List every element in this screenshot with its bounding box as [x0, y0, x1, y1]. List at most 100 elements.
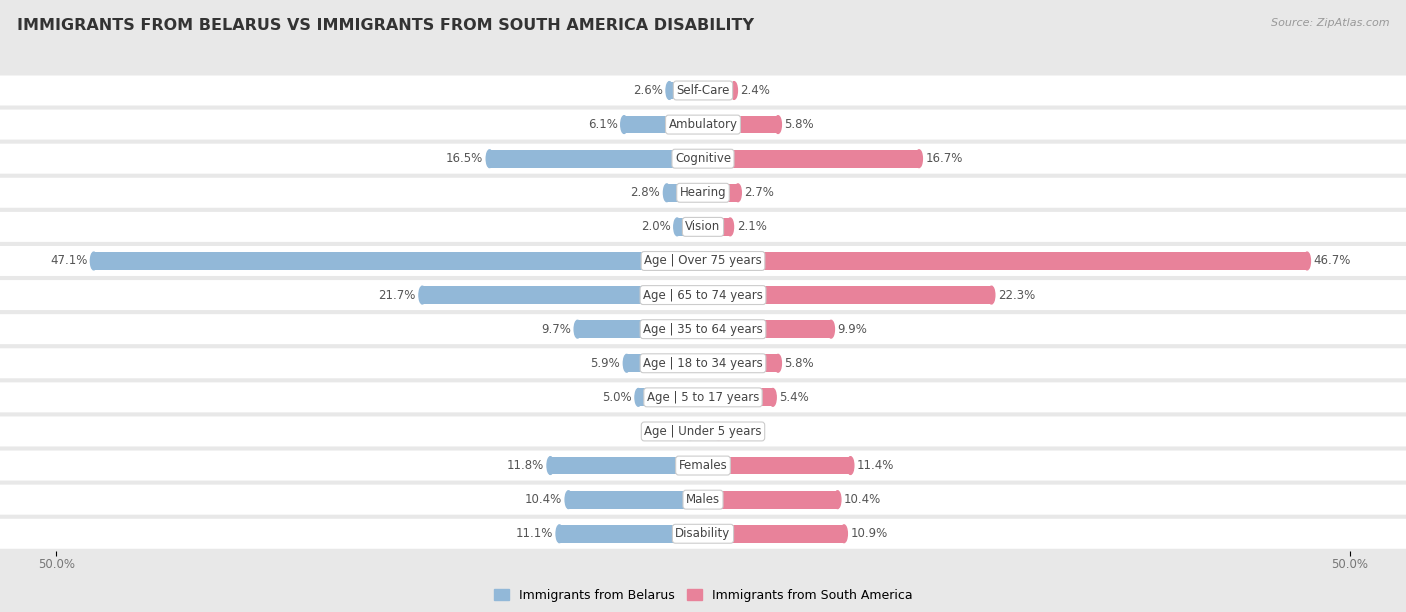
FancyBboxPatch shape: [0, 348, 1406, 378]
FancyBboxPatch shape: [0, 246, 1406, 276]
Text: 11.8%: 11.8%: [506, 459, 544, 472]
Circle shape: [731, 81, 737, 99]
Text: 5.4%: 5.4%: [779, 391, 808, 404]
Circle shape: [623, 354, 630, 372]
Circle shape: [834, 491, 841, 509]
Bar: [94, 252, 703, 270]
Text: Age | 18 to 34 years: Age | 18 to 34 years: [643, 357, 763, 370]
Circle shape: [846, 457, 853, 474]
Text: 16.5%: 16.5%: [446, 152, 484, 165]
Text: 47.1%: 47.1%: [49, 255, 87, 267]
Bar: [703, 218, 730, 236]
Bar: [638, 389, 703, 406]
Circle shape: [673, 218, 681, 236]
Text: Males: Males: [686, 493, 720, 506]
Circle shape: [547, 457, 554, 474]
Bar: [422, 286, 703, 304]
Text: Age | 35 to 64 years: Age | 35 to 64 years: [643, 323, 763, 335]
Text: 2.4%: 2.4%: [741, 84, 770, 97]
Circle shape: [828, 320, 834, 338]
FancyBboxPatch shape: [0, 144, 1406, 174]
Bar: [624, 116, 703, 133]
Circle shape: [565, 491, 572, 509]
FancyBboxPatch shape: [0, 314, 1406, 344]
Bar: [703, 354, 778, 372]
Bar: [678, 218, 703, 236]
Text: 21.7%: 21.7%: [378, 289, 416, 302]
Text: 11.1%: 11.1%: [516, 528, 553, 540]
Circle shape: [636, 389, 641, 406]
Text: 5.8%: 5.8%: [785, 357, 814, 370]
Text: 2.1%: 2.1%: [737, 220, 766, 233]
Text: Hearing: Hearing: [679, 186, 727, 200]
Bar: [627, 354, 703, 372]
FancyBboxPatch shape: [0, 485, 1406, 515]
Text: Age | 5 to 17 years: Age | 5 to 17 years: [647, 391, 759, 404]
Text: Source: ZipAtlas.com: Source: ZipAtlas.com: [1271, 18, 1389, 28]
Bar: [690, 423, 703, 440]
Circle shape: [419, 286, 426, 304]
Bar: [703, 320, 831, 338]
Text: Age | Over 75 years: Age | Over 75 years: [644, 255, 762, 267]
Text: 9.7%: 9.7%: [541, 323, 571, 335]
Bar: [703, 184, 738, 201]
Circle shape: [769, 389, 776, 406]
Bar: [703, 116, 778, 133]
Circle shape: [666, 81, 672, 99]
Text: 10.4%: 10.4%: [524, 493, 562, 506]
Bar: [703, 81, 734, 99]
Text: 10.4%: 10.4%: [844, 493, 882, 506]
Bar: [703, 286, 991, 304]
Text: 46.7%: 46.7%: [1313, 255, 1351, 267]
FancyBboxPatch shape: [0, 212, 1406, 242]
Circle shape: [664, 184, 671, 201]
Circle shape: [620, 116, 627, 133]
Text: 22.3%: 22.3%: [998, 289, 1035, 302]
Text: 10.9%: 10.9%: [851, 528, 887, 540]
Bar: [568, 491, 703, 509]
Text: Age | 65 to 74 years: Age | 65 to 74 years: [643, 289, 763, 302]
Bar: [666, 184, 703, 201]
Circle shape: [686, 423, 693, 440]
Circle shape: [574, 320, 581, 338]
FancyBboxPatch shape: [0, 110, 1406, 140]
Circle shape: [486, 150, 494, 168]
Circle shape: [90, 252, 97, 270]
FancyBboxPatch shape: [0, 177, 1406, 208]
Circle shape: [988, 286, 995, 304]
Bar: [703, 150, 920, 168]
Text: 2.0%: 2.0%: [641, 220, 671, 233]
Text: 5.9%: 5.9%: [591, 357, 620, 370]
Text: 6.1%: 6.1%: [588, 118, 617, 131]
Text: 2.8%: 2.8%: [630, 186, 661, 200]
Circle shape: [716, 423, 721, 440]
Text: 5.0%: 5.0%: [602, 391, 631, 404]
Text: IMMIGRANTS FROM BELARUS VS IMMIGRANTS FROM SOUTH AMERICA DISABILITY: IMMIGRANTS FROM BELARUS VS IMMIGRANTS FR…: [17, 18, 754, 34]
Circle shape: [841, 525, 848, 543]
Circle shape: [775, 354, 782, 372]
Circle shape: [555, 525, 562, 543]
Bar: [703, 389, 773, 406]
Text: 2.7%: 2.7%: [744, 186, 775, 200]
Text: Females: Females: [679, 459, 727, 472]
FancyBboxPatch shape: [0, 280, 1406, 310]
Bar: [578, 320, 703, 338]
Bar: [703, 491, 838, 509]
Text: Cognitive: Cognitive: [675, 152, 731, 165]
Bar: [703, 525, 844, 543]
Circle shape: [915, 150, 922, 168]
FancyBboxPatch shape: [0, 75, 1406, 105]
Bar: [489, 150, 703, 168]
Bar: [703, 252, 1308, 270]
Legend: Immigrants from Belarus, Immigrants from South America: Immigrants from Belarus, Immigrants from…: [488, 584, 918, 606]
FancyBboxPatch shape: [0, 382, 1406, 412]
Bar: [669, 81, 703, 99]
Text: 1.0%: 1.0%: [654, 425, 683, 438]
Text: 16.7%: 16.7%: [925, 152, 963, 165]
Text: Age | Under 5 years: Age | Under 5 years: [644, 425, 762, 438]
Circle shape: [1303, 252, 1310, 270]
Text: Ambulatory: Ambulatory: [668, 118, 738, 131]
FancyBboxPatch shape: [0, 450, 1406, 480]
Bar: [550, 457, 703, 474]
Circle shape: [775, 116, 782, 133]
